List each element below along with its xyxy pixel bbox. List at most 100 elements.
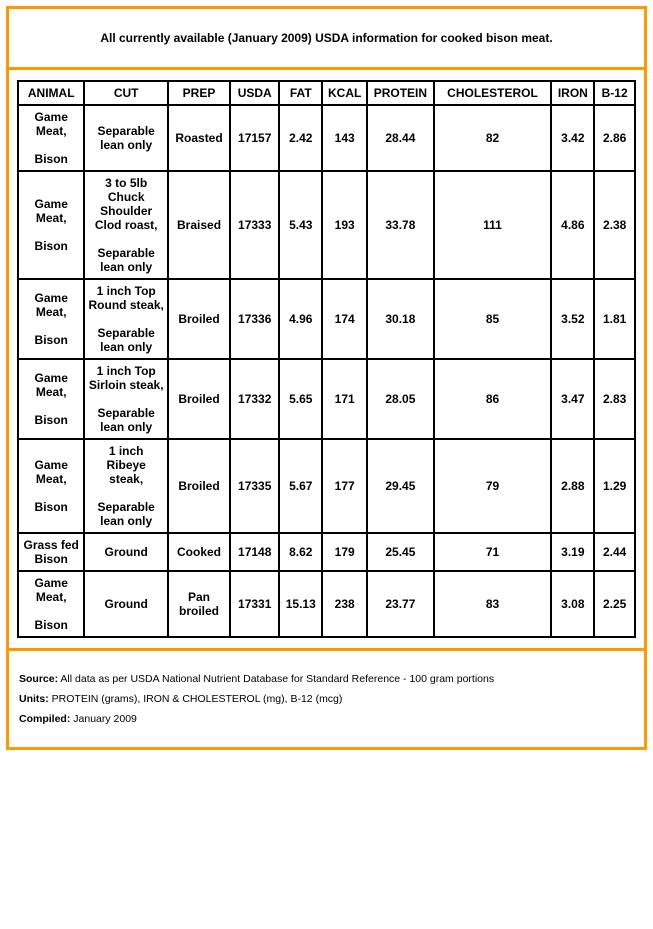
cut-part1: Separable lean only — [88, 124, 164, 152]
cut-part1: Ground — [88, 597, 164, 611]
col-header-fat: FAT — [279, 81, 322, 105]
animal-line1: Game Meat, — [22, 371, 80, 399]
cell-prep: Cooked — [168, 533, 230, 571]
cell-prep: Pan broiled — [168, 571, 230, 637]
cell-usda: 17331 — [230, 571, 279, 637]
cell-kcal: 177 — [322, 439, 367, 533]
animal-line1: Game Meat, — [22, 110, 80, 138]
cell-fat: 5.43 — [279, 171, 322, 279]
animal-line1: Game Meat, — [22, 291, 80, 319]
cell-cholesterol: 83 — [434, 571, 552, 637]
cut-part1: 3 to 5lb Chuck Shoulder Clod roast, — [88, 176, 164, 232]
col-header-cut: CUT — [84, 81, 168, 105]
cell-protein: 28.44 — [367, 105, 433, 171]
cell-cholesterol: 79 — [434, 439, 552, 533]
cell-animal: Game Meat, Bison — [18, 171, 84, 279]
cut-part2: Separable lean only — [88, 406, 164, 434]
table-row: Game Meat, Bison 3 to 5lb Chuck Shoulder C… — [18, 171, 635, 279]
cell-protein: 33.78 — [367, 171, 433, 279]
col-header-usda: USDA — [230, 81, 279, 105]
cell-b12: 1.29 — [594, 439, 635, 533]
cell-fat: 4.96 — [279, 279, 322, 359]
cell-usda: 17336 — [230, 279, 279, 359]
animal-line2: Bison — [22, 413, 80, 427]
cut-part1: 1 inch Ribeye steak, — [88, 444, 164, 486]
col-header-b12: B-12 — [594, 81, 635, 105]
cell-cut: 1 inch Ribeye steak, Separable lean only — [84, 439, 168, 533]
animal-line2: Bison — [22, 239, 80, 253]
cell-iron: 3.52 — [551, 279, 594, 359]
footer-compiled-text: January 2009 — [70, 713, 137, 725]
cut-part1: 1 inch Top Round steak, — [88, 284, 164, 312]
cell-b12: 2.44 — [594, 533, 635, 571]
col-header-cholesterol: CHOLESTEROL — [434, 81, 552, 105]
cell-b12: 2.38 — [594, 171, 635, 279]
cell-animal: Game Meat,Bison — [18, 279, 84, 359]
footer-source: Source: All data as per USDA National Nu… — [19, 673, 634, 685]
cell-animal: Game Meat, Bison — [18, 105, 84, 171]
cell-cut: Ground — [84, 571, 168, 637]
footer-units-text: PROTEIN (grams), IRON & CHOLESTEROL (mg)… — [49, 693, 343, 705]
cell-animal: Grass fed Bison — [18, 533, 84, 571]
cut-part2: Separable lean only — [88, 246, 164, 274]
cut-part2: Separable lean only — [88, 500, 164, 528]
cell-animal: Game Meat,Bison — [18, 571, 84, 637]
cell-kcal: 143 — [322, 105, 367, 171]
title-section: All currently available (January 2009) U… — [9, 9, 644, 70]
cell-iron: 3.19 — [551, 533, 594, 571]
cell-cut: Separable lean only — [84, 105, 168, 171]
cell-usda: 17333 — [230, 171, 279, 279]
footer-units: Units: PROTEIN (grams), IRON & CHOLESTER… — [19, 693, 634, 705]
animal-line1: Game Meat, — [22, 197, 80, 225]
cell-kcal: 179 — [322, 533, 367, 571]
cell-cut: 3 to 5lb Chuck Shoulder Clod roast, Separ… — [84, 171, 168, 279]
cell-prep: Braised — [168, 171, 230, 279]
animal-line2: Bison — [22, 152, 80, 166]
cell-b12: 1.81 — [594, 279, 635, 359]
document-frame: All currently available (January 2009) U… — [6, 6, 647, 750]
cell-fat: 15.13 — [279, 571, 322, 637]
cell-prep: Broiled — [168, 359, 230, 439]
animal-line2: Bison — [22, 500, 80, 514]
cell-usda: 17335 — [230, 439, 279, 533]
cell-usda: 17148 — [230, 533, 279, 571]
cell-cut: Ground — [84, 533, 168, 571]
col-header-prep: PREP — [168, 81, 230, 105]
footer-compiled-label: Compiled: — [19, 713, 70, 725]
col-header-kcal: KCAL — [322, 81, 367, 105]
cell-cholesterol: 86 — [434, 359, 552, 439]
table-row: Grass fed BisonGroundCooked171488.621792… — [18, 533, 635, 571]
table-wrapper: ANIMAL CUT PREP USDA FAT KCAL PROTEIN CH… — [9, 70, 644, 648]
cell-iron: 4.86 — [551, 171, 594, 279]
cell-fat: 2.42 — [279, 105, 322, 171]
cell-usda: 17157 — [230, 105, 279, 171]
cell-prep: Broiled — [168, 439, 230, 533]
table-row: Game Meat, Bison Separable lean onlyRoaste… — [18, 105, 635, 171]
cut-part1: Ground — [88, 545, 164, 559]
cell-cholesterol: 82 — [434, 105, 552, 171]
cell-cut: 1 inch Top Round steak, Separable lean on… — [84, 279, 168, 359]
footer-units-label: Units: — [19, 693, 49, 705]
cell-protein: 25.45 — [367, 533, 433, 571]
page-title: All currently available (January 2009) U… — [100, 31, 552, 45]
cell-prep: Roasted — [168, 105, 230, 171]
table-row: Game Meat,Bison1 inch Top Sirloin steak,… — [18, 359, 635, 439]
cell-kcal: 174 — [322, 279, 367, 359]
footer-compiled: Compiled: January 2009 — [19, 713, 634, 725]
cell-cholesterol: 71 — [434, 533, 552, 571]
col-header-iron: IRON — [551, 81, 594, 105]
cell-protein: 28.05 — [367, 359, 433, 439]
cell-cholesterol: 85 — [434, 279, 552, 359]
cut-part2: Separable lean only — [88, 326, 164, 354]
animal-line1: Game Meat, — [22, 576, 80, 604]
col-header-animal: ANIMAL — [18, 81, 84, 105]
table-row: Game Meat,Bison Ground Pan broiled1733115.… — [18, 571, 635, 637]
table-body: Game Meat,BisonSeparable lean onlyRoaste… — [18, 105, 635, 637]
cell-animal: Game Meat, Bison — [18, 439, 84, 533]
cell-animal: Game Meat, Bison — [18, 359, 84, 439]
cell-fat: 5.67 — [279, 439, 322, 533]
cell-b12: 2.83 — [594, 359, 635, 439]
nutrition-table: ANIMAL CUT PREP USDA FAT KCAL PROTEIN CH… — [17, 80, 636, 638]
animal-line1: Game Meat, — [22, 458, 80, 486]
cell-fat: 5.65 — [279, 359, 322, 439]
